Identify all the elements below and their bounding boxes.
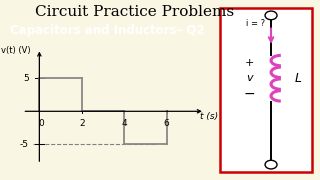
Text: 5: 5 bbox=[23, 74, 29, 83]
Text: 2: 2 bbox=[79, 119, 84, 128]
Text: 0: 0 bbox=[39, 119, 44, 128]
Text: 6: 6 bbox=[164, 119, 170, 128]
Text: 4: 4 bbox=[121, 119, 127, 128]
Text: +: + bbox=[244, 57, 254, 68]
Circle shape bbox=[265, 160, 277, 169]
Text: Circuit Practice Problems: Circuit Practice Problems bbox=[35, 5, 234, 19]
Circle shape bbox=[265, 11, 277, 20]
Text: t (s): t (s) bbox=[200, 112, 218, 121]
Text: L: L bbox=[295, 72, 302, 85]
FancyBboxPatch shape bbox=[220, 8, 312, 172]
Text: i = ?: i = ? bbox=[246, 19, 265, 28]
Text: -5: -5 bbox=[20, 140, 29, 149]
Text: v(t) (V): v(t) (V) bbox=[1, 46, 31, 55]
Text: v: v bbox=[246, 73, 252, 83]
Text: −: − bbox=[244, 87, 255, 101]
Text: Capacitors and Inductors– Q2: Capacitors and Inductors– Q2 bbox=[10, 24, 204, 37]
